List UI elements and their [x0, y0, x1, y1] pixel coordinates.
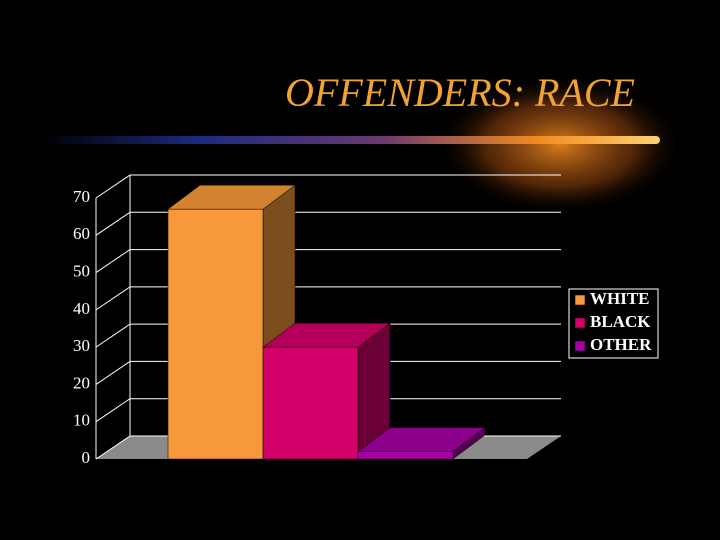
grid-line: [95, 211, 131, 236]
legend-swatch: [574, 317, 586, 329]
grid-line: [95, 249, 131, 273]
grid-line: [95, 174, 131, 199]
chart-title: OFFENDERS: RACE: [285, 70, 635, 115]
y-tick-label: 20: [73, 373, 90, 392]
grid-line: [95, 435, 131, 460]
y-tick-label: 50: [73, 261, 90, 280]
grid-line: [95, 361, 131, 385]
y-tick-label: 70: [73, 187, 90, 206]
y-tick-label: 0: [82, 448, 91, 467]
bar: [357, 451, 454, 460]
y-tick-label: 30: [73, 336, 90, 355]
legend-label: OTHER: [590, 335, 652, 354]
legend-label: BLACK: [590, 312, 651, 331]
swoosh: [40, 136, 660, 144]
swoosh-glow: [435, 75, 685, 215]
grid-line: [95, 286, 131, 311]
legend-swatch: [574, 340, 586, 352]
grid-line: [95, 323, 131, 348]
legend-label: WHITE: [590, 289, 650, 308]
grid-line: [95, 398, 131, 423]
y-tick-label: 10: [73, 411, 90, 430]
bar: [262, 346, 359, 460]
legend-swatch: [574, 294, 586, 306]
y-tick-label: 40: [73, 299, 90, 318]
bar: [167, 208, 264, 460]
y-tick-label: 60: [73, 224, 90, 243]
